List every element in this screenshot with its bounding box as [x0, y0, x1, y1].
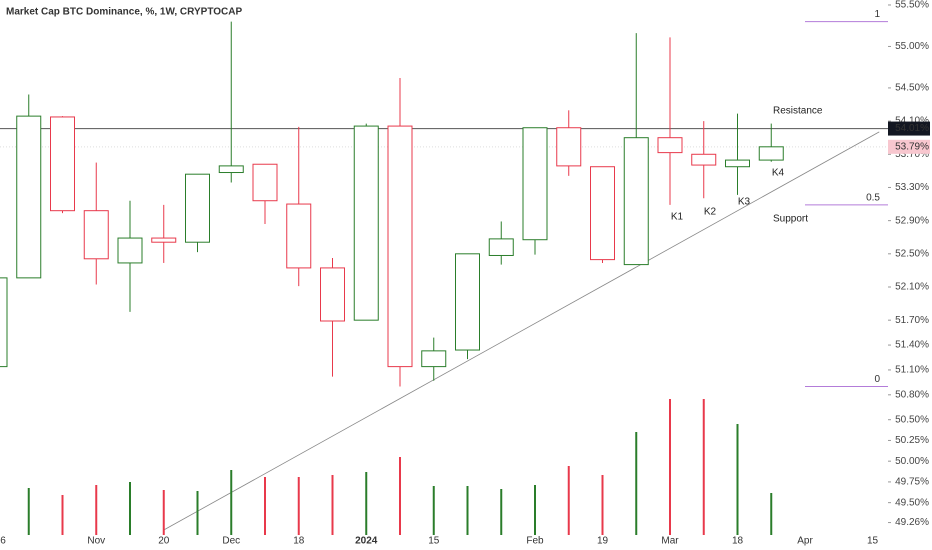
candle-body: [50, 116, 75, 212]
support-label: Support: [773, 214, 808, 225]
x-tick-label: 2024: [355, 536, 378, 547]
candle-body: [455, 253, 480, 351]
y-tick-label: 50.80%: [895, 389, 929, 400]
y-tick-label: 51.40%: [895, 340, 929, 351]
y-tick-label: 49.26%: [895, 517, 929, 528]
candle-body: [725, 159, 750, 168]
x-tick-label: Feb: [526, 536, 544, 547]
candle-body: [151, 237, 177, 243]
volume-bar: [669, 399, 671, 535]
volume-bar: [162, 490, 165, 535]
y-tick-label: 50.25%: [895, 435, 929, 446]
candle-body: [353, 125, 379, 321]
last-price-box: [888, 139, 930, 154]
fib-label: 0.5: [866, 193, 880, 204]
resistance-label: Resistance: [773, 106, 823, 117]
candle-body: [0, 277, 8, 368]
y-tick-label: 53.70%: [895, 149, 929, 160]
x-tick-label: 18: [732, 536, 744, 547]
y-tick-label: 50.00%: [895, 456, 929, 467]
volume-bar: [297, 477, 300, 535]
candle-label: K1: [671, 212, 684, 223]
candle-label: K3: [738, 197, 751, 208]
y-tick-label: 50.50%: [895, 414, 929, 425]
y-tick-label: 52.90%: [895, 215, 929, 226]
last-price-label: 53.79%: [895, 141, 929, 152]
fib-label: 1: [874, 9, 880, 20]
candle-body: [657, 137, 683, 154]
volume-bar: [466, 486, 469, 535]
volume-bar: [702, 399, 705, 535]
x-tick-label: 18: [293, 536, 305, 547]
candle-body: [691, 153, 717, 166]
candle-body: [623, 137, 649, 266]
volume-bar: [331, 475, 334, 535]
y-tick-label: 49.75%: [895, 477, 929, 488]
candle-body: [590, 166, 615, 261]
y-tick-label: 52.10%: [895, 282, 929, 293]
volume-bar: [196, 491, 199, 535]
candle-body: [218, 165, 244, 174]
candle-label: K2: [704, 207, 717, 218]
resistance-price-box: [888, 121, 930, 136]
candle-body: [387, 125, 413, 368]
candle-body: [252, 163, 278, 202]
candle-body: [117, 237, 143, 264]
volume-bar: [635, 432, 638, 535]
candle-body: [556, 127, 582, 167]
y-tick-label: 55.50%: [895, 0, 929, 11]
candle-body: [16, 115, 42, 279]
x-tick-label: 6: [0, 536, 6, 547]
chart-title: Market Cap BTC Dominance, %, 1W, CRYPTOC…: [6, 7, 242, 18]
volume-bar: [399, 457, 401, 535]
volume-bar: [95, 485, 98, 535]
y-tick-label: 51.10%: [895, 365, 929, 376]
resistance-price-label: 54.01%: [895, 123, 929, 134]
volume-bar: [736, 424, 739, 535]
volume-bar: [534, 485, 536, 535]
x-tick-label: 19: [597, 536, 609, 547]
x-tick-label: Apr: [797, 536, 813, 547]
y-tick-label: 55.00%: [895, 41, 929, 52]
candle-label: K4: [772, 168, 785, 179]
candle-body: [83, 210, 109, 260]
y-tick-label: 49.50%: [895, 497, 929, 508]
candle-body: [758, 146, 784, 161]
y-tick-label: 51.70%: [895, 315, 929, 326]
volume-bar: [264, 477, 266, 535]
volume-bar: [27, 488, 30, 535]
volume-bar: [365, 472, 368, 535]
y-tick-label: 52.50%: [895, 248, 929, 259]
y-tick-label: 53.30%: [895, 182, 929, 193]
x-tick-label: 15: [867, 536, 879, 547]
volume-bar: [61, 495, 64, 535]
volume-bar: [770, 493, 773, 535]
volume-bar: [129, 482, 131, 535]
candle-body: [320, 267, 345, 322]
fib-label: 0: [874, 374, 880, 385]
x-tick-label: Nov: [87, 536, 105, 547]
y-tick-label: 54.10%: [895, 116, 929, 127]
x-tick-label: 20: [158, 536, 170, 547]
volume-bar: [601, 475, 604, 535]
volume-bar: [230, 470, 233, 535]
candle-body: [421, 350, 447, 368]
volume-bar: [432, 486, 435, 535]
y-tick-label: 54.50%: [895, 83, 929, 94]
volume-bar: [567, 466, 570, 535]
volume-bar: [500, 489, 503, 535]
candle-body: [522, 127, 548, 241]
candle-body: [185, 173, 210, 243]
candle-body: [286, 203, 312, 269]
x-tick-label: Mar: [661, 536, 679, 547]
x-tick-label: 15: [428, 536, 440, 547]
trendline: [163, 131, 880, 531]
x-tick-label: Dec: [222, 536, 240, 547]
candle-body: [488, 238, 514, 256]
